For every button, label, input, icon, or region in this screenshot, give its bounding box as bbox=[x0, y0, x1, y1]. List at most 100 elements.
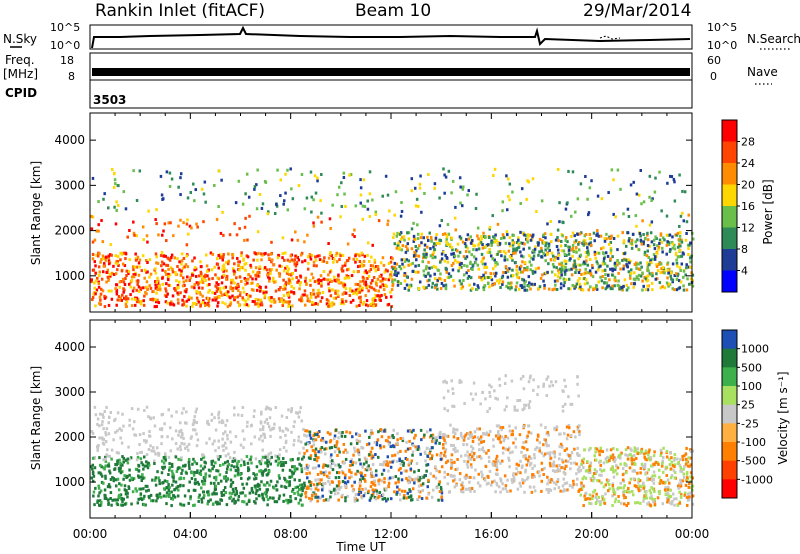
power-cell bbox=[154, 283, 157, 287]
velocity-cell bbox=[572, 482, 575, 486]
power-cell bbox=[135, 288, 138, 292]
velocity-cell bbox=[313, 449, 316, 453]
power-cell bbox=[358, 303, 361, 307]
velocity-cell bbox=[474, 392, 478, 396]
power-cell bbox=[121, 293, 124, 297]
velocity-cell bbox=[382, 468, 386, 472]
power-cell bbox=[203, 275, 207, 279]
velocity-cell bbox=[602, 468, 606, 472]
power-cell bbox=[656, 269, 660, 273]
power-cell bbox=[314, 191, 318, 195]
velocity-cell bbox=[418, 447, 421, 451]
velocity-cell bbox=[636, 501, 640, 505]
velocity-cell bbox=[546, 430, 550, 434]
velocity-cell bbox=[590, 478, 594, 482]
power-cell bbox=[582, 260, 586, 264]
velocity-cell bbox=[233, 457, 237, 461]
velocity-cell bbox=[465, 443, 469, 447]
power-cell bbox=[630, 282, 633, 286]
power-cell bbox=[99, 287, 103, 291]
velocity-cell bbox=[214, 461, 217, 465]
velocity-cell bbox=[328, 446, 332, 450]
colorbar-segment bbox=[722, 206, 737, 228]
velocity-cell bbox=[673, 456, 676, 460]
power-cell bbox=[270, 300, 273, 304]
velocity-cell bbox=[569, 434, 573, 438]
power-cell bbox=[361, 279, 365, 283]
power-cell bbox=[190, 226, 193, 230]
velocity-cell bbox=[564, 459, 568, 463]
velocity-cell bbox=[653, 503, 657, 507]
velocity-cell bbox=[495, 424, 499, 428]
power-cell bbox=[200, 187, 204, 191]
velocity-cell bbox=[603, 501, 607, 505]
power-cell bbox=[182, 256, 186, 260]
power-cell bbox=[654, 277, 658, 281]
power-cell bbox=[306, 255, 310, 259]
velocity-cell bbox=[266, 406, 269, 410]
velocity-cell bbox=[337, 471, 341, 475]
power-cell bbox=[655, 236, 658, 240]
power-cell bbox=[547, 287, 551, 291]
power-cell bbox=[197, 281, 201, 285]
velocity-cell bbox=[413, 481, 416, 485]
velocity-cell bbox=[456, 449, 459, 453]
velocity-cell bbox=[647, 456, 650, 460]
power-cell bbox=[410, 277, 414, 281]
power-cell bbox=[359, 280, 362, 284]
power-cell bbox=[224, 291, 228, 295]
power-cell bbox=[493, 240, 497, 244]
velocity-cell bbox=[221, 462, 225, 466]
velocity-cell bbox=[573, 461, 576, 465]
power-cell bbox=[567, 252, 571, 256]
power-cell bbox=[629, 268, 633, 272]
velocity-cell bbox=[574, 435, 577, 439]
power-cell bbox=[599, 275, 602, 279]
power-cell bbox=[578, 282, 582, 286]
power-cell bbox=[355, 304, 358, 308]
power-cell bbox=[303, 293, 306, 297]
power-cell bbox=[238, 227, 241, 231]
power-cell bbox=[371, 279, 374, 283]
velocity-cell bbox=[648, 489, 652, 493]
power-cell bbox=[200, 272, 203, 276]
power-cell bbox=[586, 250, 589, 254]
velocity-cell bbox=[473, 435, 476, 439]
nsky-series bbox=[91, 25, 691, 49]
velocity-cell bbox=[374, 488, 377, 492]
velocity-cell bbox=[495, 481, 498, 485]
power-cell bbox=[447, 272, 451, 276]
velocity-cell bbox=[314, 466, 317, 470]
power-cell bbox=[457, 254, 460, 258]
power-cell bbox=[180, 252, 184, 256]
power-cell bbox=[480, 235, 483, 239]
power-cell bbox=[136, 297, 140, 301]
velocity-cell bbox=[113, 419, 116, 423]
velocity-cell bbox=[466, 475, 470, 479]
velocity-cell bbox=[391, 476, 395, 480]
freq-label: Freq. bbox=[5, 53, 35, 67]
velocity-cell bbox=[331, 461, 335, 465]
power-cell bbox=[471, 287, 474, 291]
power-cell bbox=[187, 298, 190, 302]
power-cell bbox=[171, 302, 174, 306]
power-cell bbox=[440, 281, 444, 285]
power-cell bbox=[512, 233, 515, 237]
power-cell bbox=[381, 279, 384, 283]
velocity-cell bbox=[243, 437, 246, 441]
power-cell bbox=[673, 243, 676, 247]
power-cell bbox=[691, 273, 695, 277]
power-cell bbox=[358, 259, 362, 263]
power-cell bbox=[98, 295, 102, 299]
power-cell bbox=[272, 276, 275, 280]
power-cell bbox=[288, 279, 291, 283]
velocity-cell bbox=[543, 466, 546, 470]
velocity-cell bbox=[297, 501, 301, 505]
power-cell bbox=[686, 243, 690, 247]
velocity-cell bbox=[253, 473, 257, 477]
power-cell bbox=[288, 259, 292, 263]
power-cell bbox=[544, 271, 548, 275]
power-cell bbox=[652, 253, 656, 257]
velocity-cell bbox=[249, 442, 253, 446]
velocity-cell bbox=[196, 480, 199, 484]
